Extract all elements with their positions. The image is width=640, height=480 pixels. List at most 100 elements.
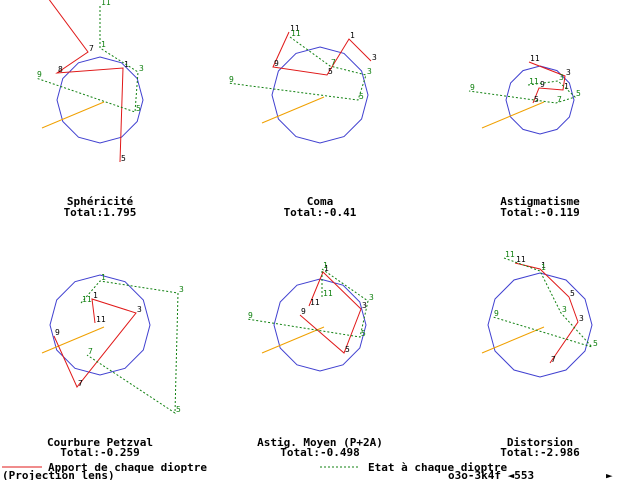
axis-ray	[481, 326, 545, 354]
state-point-label: 5	[593, 339, 598, 348]
contribution-point-label: 5	[121, 154, 126, 163]
contribution-point-label: 1	[350, 31, 355, 40]
state-point-label: 3	[559, 73, 564, 82]
contribution-point-label: 7	[89, 44, 94, 53]
panel-total: Total:-0.41	[284, 206, 357, 219]
state-series	[227, 36, 367, 101]
state-point-label: 9	[494, 309, 499, 318]
contribution-point-label: 1	[541, 261, 546, 270]
panel-total: Total:-2.986	[500, 446, 580, 459]
state-point-label: 9	[470, 83, 475, 92]
contribution-point-label: 3	[566, 68, 571, 77]
state-point-label: 11	[101, 0, 111, 7]
contribution-point-label: 9	[274, 59, 279, 68]
panel-total: Total:-0.259	[60, 446, 139, 459]
state-series	[80, 280, 179, 414]
reference-circle	[271, 46, 369, 144]
contribution-point-label: 5	[345, 345, 350, 354]
contribution-series	[514, 262, 579, 364]
state-point-label: 11	[323, 289, 333, 298]
state-series	[492, 257, 594, 349]
contribution-series	[53, 298, 137, 388]
contribution-point-label: 3	[362, 301, 367, 310]
panel-total: Total:1.795	[64, 206, 137, 219]
reference-circle	[487, 272, 593, 378]
state-point-label: 7	[557, 95, 562, 104]
state-point-label: 1	[541, 263, 546, 272]
reference-circle	[49, 274, 151, 376]
contribution-point-label: 9	[540, 80, 545, 89]
contribution-point-label: 11	[290, 24, 300, 33]
state-series	[246, 268, 369, 338]
legend-contribution-label: Apport de chaque dioptre	[48, 461, 207, 474]
contribution-series	[272, 31, 372, 76]
contribution-point-label: 11	[516, 255, 526, 264]
contribution-series	[48, 0, 124, 163]
contribution-point-label: 1	[564, 82, 569, 91]
contribution-point-label: 8	[58, 65, 63, 74]
contribution-point-label: 9	[55, 328, 60, 337]
contribution-series	[528, 61, 566, 104]
state-point-label: 3	[562, 305, 567, 314]
panel-title: Coma	[307, 195, 334, 208]
state-point-label: 5	[576, 89, 581, 98]
legend: Apport de chaque dioptre Etat à chaque d…	[2, 461, 507, 474]
contribution-point-label: 11	[530, 54, 540, 63]
state-point-label: 3	[139, 64, 144, 73]
panel-total: Total:-0.498	[280, 446, 359, 459]
contribution-point-label: 5	[328, 67, 333, 76]
state-point-label: 9	[248, 311, 253, 320]
contribution-point-label: 5	[534, 95, 539, 104]
state-point-label: 9	[37, 70, 42, 79]
axis-ray	[41, 326, 105, 354]
axis-ray	[481, 101, 545, 129]
contribution-point-label: 1	[93, 291, 98, 300]
state-point-label: 7	[331, 58, 336, 67]
next-arrow-button[interactable]: ►	[606, 469, 613, 480]
state-point-label: 5	[361, 329, 366, 338]
state-point-label: 1	[101, 273, 106, 282]
state-point-label: 9	[229, 75, 234, 84]
contribution-point-label: 1	[324, 264, 329, 273]
contribution-point-label: 11	[310, 298, 320, 307]
state-point-label: 11	[82, 295, 92, 304]
panel-total: Total:-0.119	[500, 206, 579, 219]
state-point-label: 1	[101, 40, 106, 49]
state-point-label: 3	[369, 293, 374, 302]
contribution-point-label: 3	[579, 314, 584, 323]
contribution-point-label: 5	[570, 289, 575, 298]
contribution-point-label: 3	[372, 53, 377, 62]
projection-label: (Projection lens)	[2, 469, 115, 480]
contribution-point-label: 7	[78, 379, 83, 388]
state-point-label: 7	[88, 347, 93, 356]
state-point-label: 3	[367, 67, 372, 76]
contribution-point-label: 7	[551, 355, 556, 364]
state-point-label: 3	[179, 285, 184, 294]
file-status: o3o-3k4f ◄553	[448, 469, 534, 480]
contribution-point-label: 11	[96, 315, 106, 324]
axis-ray	[261, 326, 325, 354]
legend-state-label: Etat à chaque dioptre	[368, 461, 507, 474]
footer: (Projection lens) o3o-3k4f ◄553 ►	[2, 469, 613, 480]
state-point-label: 5	[359, 92, 364, 101]
state-series	[468, 80, 576, 104]
panel-title: Sphéricité	[67, 195, 134, 208]
contribution-series	[299, 271, 362, 354]
panel-title: Distorsion	[507, 436, 573, 449]
state-point-label: 5	[136, 104, 141, 113]
state-point-label: 11	[505, 250, 515, 259]
contribution-point-label: 3	[137, 305, 142, 314]
panel-title: Astig. Moyen (P+2A)	[257, 436, 383, 449]
state-point-label: 1	[323, 261, 328, 270]
state-point-label: 11	[291, 29, 301, 38]
state-point-label: 11	[529, 77, 539, 86]
panel-title: Courbure Petzval	[47, 436, 153, 449]
panel-0: 117815111359SphéricitéTotal:1.795	[35, 0, 144, 219]
reference-circle	[273, 278, 367, 372]
